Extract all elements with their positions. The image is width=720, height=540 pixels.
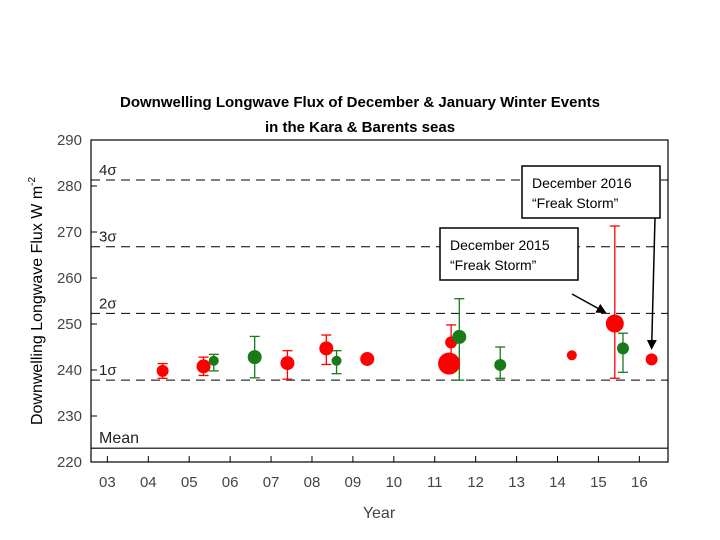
reference-line-label: 1σ <box>99 362 117 379</box>
reference-line-label: Mean <box>99 430 139 447</box>
x-tick-label: 04 <box>140 474 157 491</box>
data-point <box>616 342 629 355</box>
x-tick-label: 05 <box>181 474 198 491</box>
x-tick-label: 03 <box>99 474 116 491</box>
y-axis-label-text: Downwelling Longwave Flux W m <box>29 186 46 425</box>
annotation-box <box>439 227 579 281</box>
data-point <box>208 355 219 366</box>
y-tick-label: 280 <box>57 178 82 195</box>
x-tick-label: 11 <box>427 474 443 491</box>
y-tick-label: 290 <box>57 132 82 149</box>
chart-subtitle: in the Kara & Barents seas <box>264 119 456 136</box>
x-tick-label: 10 <box>385 474 402 491</box>
data-point <box>438 352 461 375</box>
annotations: December 2015 “Freak Storm” December 2016 “… <box>439 165 661 350</box>
y-axis-ticks: 220 230 240 250 260 270 280 290 <box>57 132 97 471</box>
y-tick-label: 270 <box>57 224 82 241</box>
data-point <box>280 356 295 371</box>
y-tick-label: 260 <box>57 270 82 287</box>
y-axis-label: Downwelling Longwave Flux W m-2 <box>27 177 46 426</box>
data-point <box>360 351 375 366</box>
x-axis-ticks: 03 04 05 06 07 08 09 10 11 12 13 14 15 16 <box>99 456 648 491</box>
annotation-line-1: December 2015 <box>450 237 550 253</box>
y-tick-label: 230 <box>57 408 82 425</box>
data-point <box>331 355 342 366</box>
x-tick-label: 12 <box>467 474 484 491</box>
y-tick-label: 250 <box>57 316 82 333</box>
data-points <box>156 314 658 377</box>
reference-line-label: 2σ <box>99 295 117 312</box>
data-point <box>605 314 624 333</box>
x-tick-label: 16 <box>631 474 648 491</box>
annotation-box <box>521 165 661 219</box>
annotation-line-1: December 2016 <box>532 175 632 191</box>
y-tick-label: 220 <box>57 454 82 471</box>
y-axis-label-superscript: -2 <box>27 177 38 186</box>
data-point <box>156 364 169 377</box>
data-point <box>645 353 658 366</box>
x-tick-label: 07 <box>263 474 280 491</box>
x-tick-label: 14 <box>549 474 566 491</box>
x-tick-label: 09 <box>345 474 362 491</box>
y-tick-label: 240 <box>57 362 82 379</box>
data-point <box>452 329 467 344</box>
reference-line-label: 4σ <box>99 162 117 179</box>
data-point <box>319 341 334 356</box>
annotation-line-2: “Freak Storm” <box>450 257 537 273</box>
annotation-arrow <box>571 293 607 314</box>
plot-frame <box>90 139 669 463</box>
chart-title: Downwelling Longwave Flux of December & … <box>120 94 600 111</box>
data-point <box>566 350 577 361</box>
annotation-line-2: “Freak Storm” <box>532 195 619 211</box>
x-tick-label: 06 <box>222 474 239 491</box>
x-tick-label: 13 <box>508 474 525 491</box>
x-tick-label: 08 <box>304 474 321 491</box>
data-point <box>196 359 211 374</box>
reference-line-label: 3σ <box>99 229 117 246</box>
x-axis-label: Year <box>363 505 396 522</box>
x-tick-label: 15 <box>590 474 607 491</box>
data-point <box>247 350 262 365</box>
data-point <box>494 358 507 371</box>
annotation-arrow <box>646 217 657 350</box>
